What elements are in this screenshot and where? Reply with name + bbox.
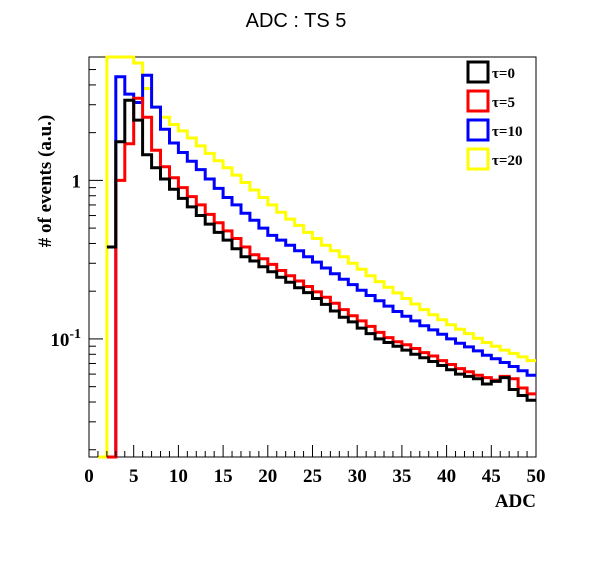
series-line-0 [107, 100, 536, 400]
x-tick-label: 20 [258, 466, 277, 487]
legend-swatch-0 [468, 62, 488, 82]
series-line-1 [107, 98, 536, 457]
y-tick-label: 10-1 [50, 327, 81, 351]
x-tick-label: 25 [303, 466, 322, 487]
chart-title: ADC : TS 5 [246, 10, 347, 32]
x-tick-label: 0 [84, 466, 94, 487]
x-tick-label: 45 [482, 466, 501, 487]
x-tick-label: 10 [169, 466, 188, 487]
legend-entry-3: τ=20 [492, 153, 522, 169]
y-tick-label: 1 [72, 171, 82, 192]
x-tick-label: 15 [214, 466, 233, 487]
x-tick-label: 30 [348, 466, 367, 487]
x-axis-label: ADC [495, 491, 536, 512]
legend-entry-1: τ=5 [492, 95, 515, 111]
legend-entry-2: τ=10 [492, 124, 522, 140]
legend-entry-0: τ=0 [492, 66, 515, 82]
x-tick-label: 50 [527, 466, 546, 487]
legend-swatch-1 [468, 91, 488, 111]
legend-swatch-2 [468, 120, 488, 140]
x-tick-label: 40 [437, 466, 456, 487]
y-axis-label: # of events (a.u.) [35, 115, 56, 247]
x-tick-label: 35 [392, 466, 411, 487]
series-line-2 [107, 75, 536, 457]
x-tick-label: 5 [129, 466, 139, 487]
series-line-3 [98, 57, 536, 457]
legend-swatch-3 [468, 149, 488, 169]
